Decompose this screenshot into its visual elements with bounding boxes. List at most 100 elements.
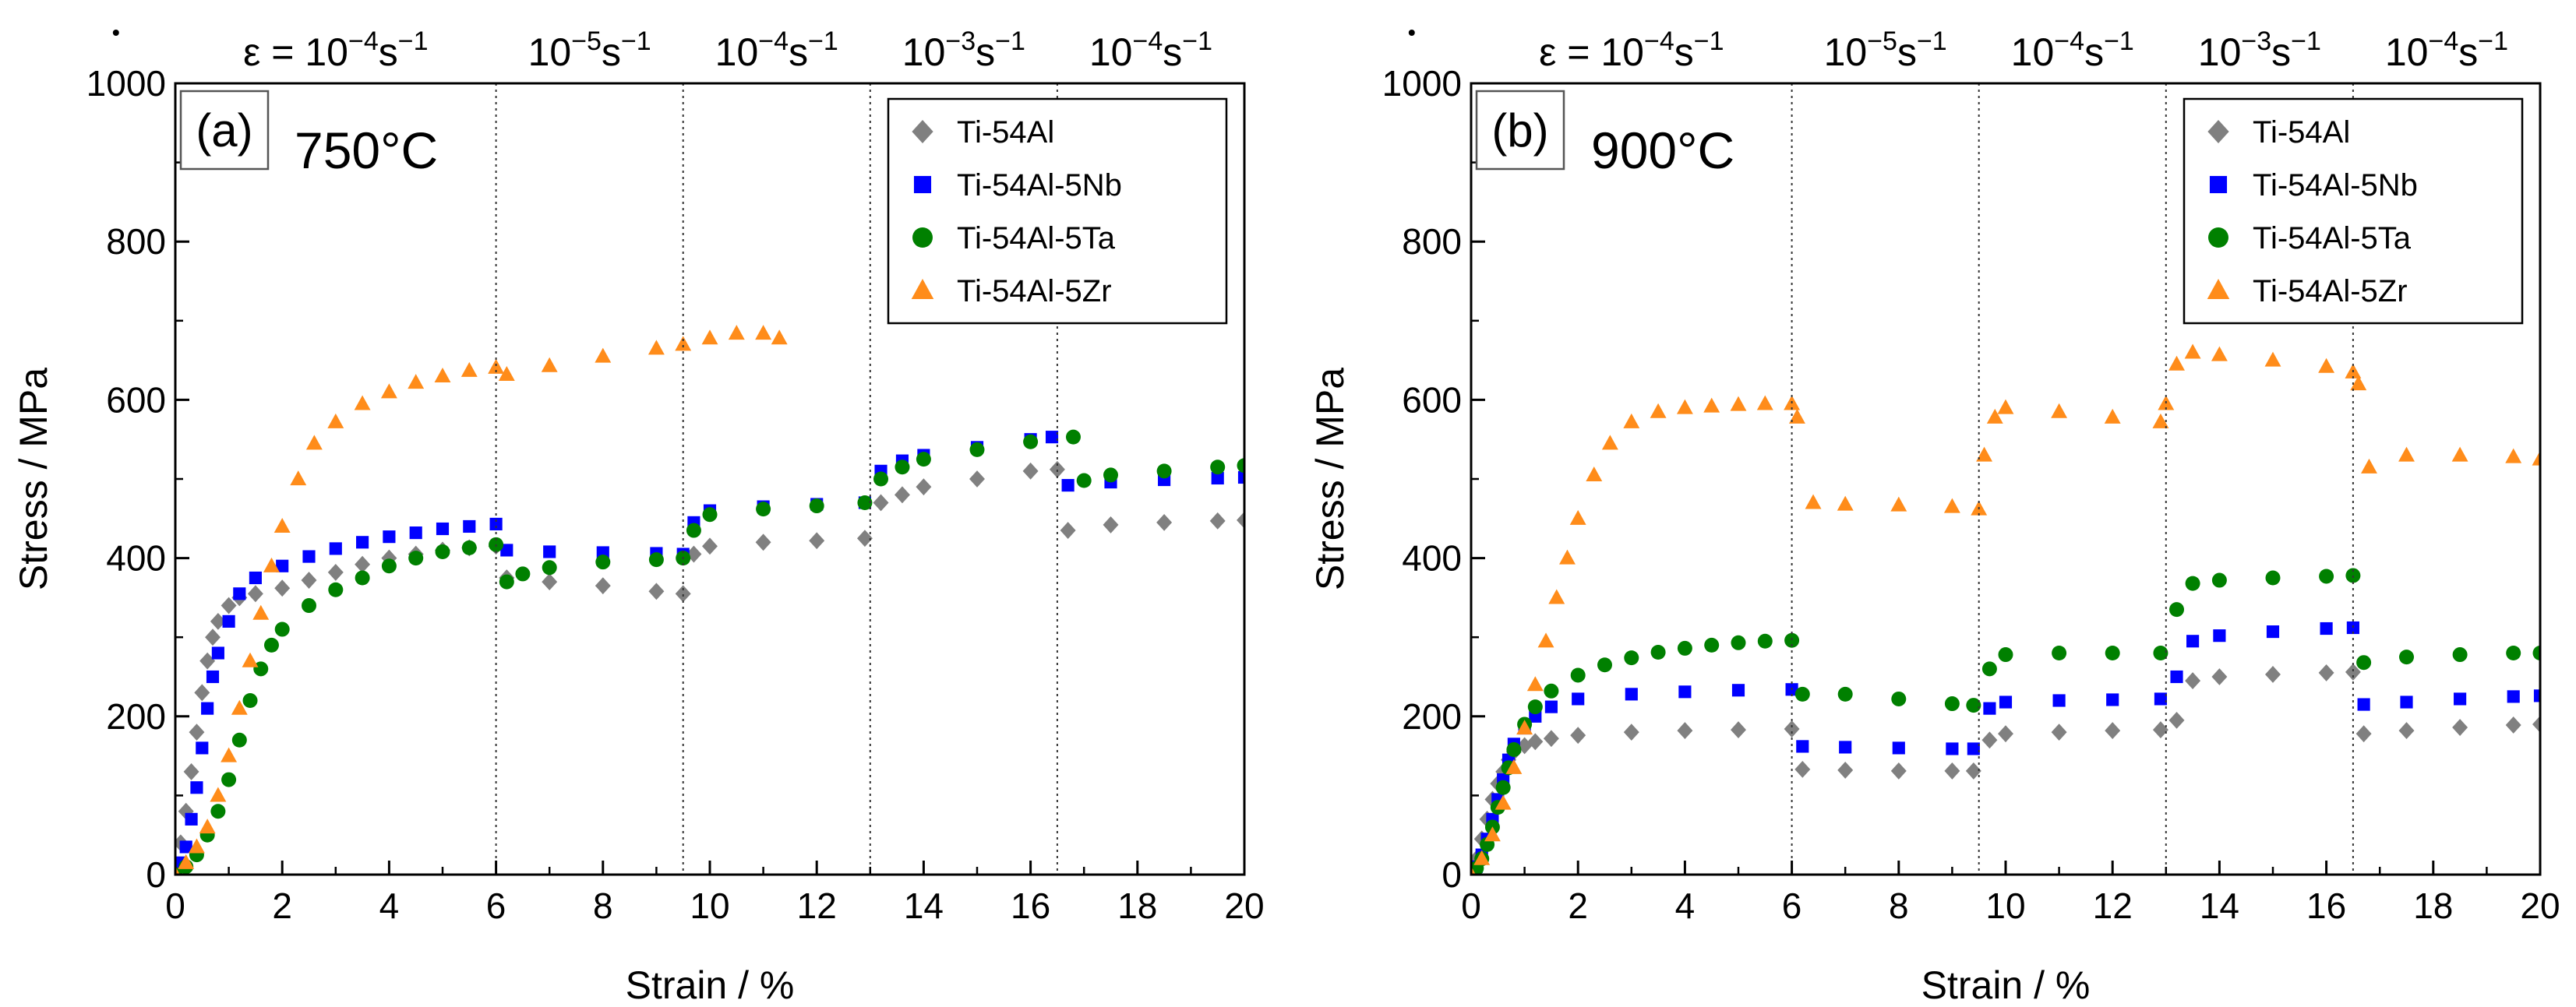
strain-rate-label-b-3: 10−3s−1: [2198, 26, 2321, 74]
x-tick-label-b-9: 18: [2413, 886, 2453, 926]
series-a-0: [175, 460, 1244, 875]
data-point-a-2-14: [381, 558, 397, 574]
data-point-b-3-3: [1494, 794, 1512, 810]
data-point-a-2-30: [873, 471, 889, 487]
data-point-a-1-2: [179, 840, 192, 854]
data-point-a-2-21: [542, 560, 557, 576]
data-point-a-3-0: [175, 866, 181, 875]
data-point-b-3-34: [2184, 343, 2201, 359]
data-point-b-1-25: [2106, 693, 2119, 706]
data-point-a-0-31: [873, 494, 889, 512]
data-point-b-3-13: [1623, 413, 1640, 428]
data-point-b-2-28: [2052, 646, 2067, 661]
data-point-a-2-33: [969, 442, 985, 457]
data-point-a-0-38: [1103, 516, 1119, 533]
epsilon-dot-b: [1408, 30, 1415, 36]
data-point-a-2-28: [809, 498, 824, 514]
data-point-b-1-27: [2170, 670, 2183, 684]
data-point-b-1-13: [1625, 688, 1638, 701]
x-tick-label-a-3: 6: [486, 886, 506, 926]
x-tick-label-b-6: 12: [2093, 886, 2133, 926]
y-tick-label-a-3: 600: [106, 379, 166, 420]
data-point-a-0-6: [199, 652, 216, 670]
y-axis-label-a: Stress / MPa: [12, 368, 55, 590]
strain-rate-label-a-1: 10−5s−1: [528, 26, 651, 74]
data-point-a-3-2: [188, 838, 205, 854]
data-point-b-2-6: [1495, 780, 1511, 795]
data-point-b-1-14: [1678, 685, 1692, 699]
strain-rate-labels-a: ε = 10−4s−1 10−5s−1 10−4s−1 10−3s−1 10−4s−1: [112, 26, 1212, 74]
data-point-b-2-29: [2105, 646, 2120, 661]
data-point-b-2-41: [2532, 646, 2540, 661]
data-point-b-3-2: [1484, 826, 1501, 842]
data-point-a-0-24: [648, 583, 665, 600]
legend-label-b-1: Ti-54Al-5Nb: [2253, 168, 2418, 202]
data-point-a-3-26: [728, 325, 745, 340]
data-point-a-1-36: [1045, 431, 1059, 444]
data-point-b-2-31: [2169, 602, 2185, 618]
data-point-a-1-5: [196, 741, 209, 755]
legend-marker-b-0: [2207, 120, 2229, 143]
data-point-b-3-33: [2168, 355, 2185, 371]
series-a-1: [175, 431, 1244, 875]
data-point-b-1-19: [1892, 741, 1905, 755]
data-point-b-0-19: [1890, 762, 1907, 780]
data-point-a-1-17: [409, 526, 422, 540]
x-tick-label-a-4: 8: [593, 886, 613, 926]
strain-rate-label-a-2: 10−4s−1: [715, 26, 838, 74]
data-point-b-2-32: [2185, 576, 2200, 591]
data-point-a-2-4: [210, 804, 226, 819]
data-point-a-2-19: [499, 574, 514, 590]
data-point-a-1-7: [206, 670, 220, 684]
data-marks-b: [1471, 343, 2540, 875]
data-point-b-1-12: [1572, 692, 1585, 706]
data-point-a-3-25: [701, 329, 718, 345]
panel-label-a: (a): [196, 104, 252, 157]
data-point-a-3-4: [210, 787, 227, 802]
data-point-a-2-25: [686, 523, 701, 538]
data-point-a-1-9: [222, 614, 235, 628]
data-point-b-2-26: [1981, 661, 1997, 677]
data-point-b-0-22: [1981, 731, 1998, 749]
x-tick-label-a-10: 20: [1224, 886, 1264, 926]
data-point-a-3-8: [252, 604, 270, 620]
data-point-a-0-8: [210, 612, 226, 630]
legend-marker-a-2: [912, 227, 933, 248]
data-point-a-2-35: [1065, 429, 1081, 445]
data-point-b-2-20: [1784, 632, 1800, 648]
data-point-a-2-12: [328, 582, 344, 597]
data-point-a-1-6: [201, 702, 214, 715]
legend-marker-a-1: [913, 175, 932, 194]
data-point-b-3-27: [1986, 408, 2003, 424]
data-point-b-2-23: [1891, 691, 1907, 706]
legend-marker-b-3: [2207, 279, 2230, 300]
legend-label-a-1: Ti-54Al-5Nb: [957, 168, 1122, 202]
data-point-a-0-35: [1022, 462, 1039, 480]
data-point-b-3-6: [1526, 676, 1544, 692]
data-point-b-3-5: [1516, 720, 1533, 735]
legend-b: Ti-54Al Ti-54Al-5Nb Ti-54Al-5Ta Ti-54Al-5Zr: [2183, 97, 2524, 325]
data-point-b-0-11: [1543, 730, 1559, 748]
data-point-b-1-15: [1731, 684, 1745, 697]
data-point-b-3-9: [1559, 549, 1576, 565]
data-point-a-2-15: [408, 551, 424, 566]
data-point-a-0-16: [381, 549, 397, 567]
y-axis-label-b: Stress / MPa: [1308, 368, 1352, 590]
data-point-b-2-36: [2345, 568, 2361, 583]
data-point-b-0-20: [1944, 762, 1960, 780]
data-point-b-0-18: [1837, 761, 1854, 779]
legend-marker-a-0: [912, 120, 933, 143]
data-point-a-3-17: [434, 367, 451, 382]
data-point-a-2-29: [857, 495, 873, 510]
data-point-a-3-28: [771, 329, 788, 345]
data-point-b-2-10: [1527, 699, 1543, 715]
temperature-label-a: 750°C: [295, 121, 438, 179]
data-point-a-0-9: [221, 597, 237, 614]
legend-label-a-2: Ti-54Al-5Ta: [957, 221, 1116, 255]
data-point-b-0-29: [2211, 668, 2228, 685]
data-point-a-2-26: [702, 507, 718, 523]
data-point-a-1-15: [356, 536, 369, 549]
data-point-b-2-17: [1704, 637, 1720, 653]
series-b-2: [1471, 568, 2540, 875]
